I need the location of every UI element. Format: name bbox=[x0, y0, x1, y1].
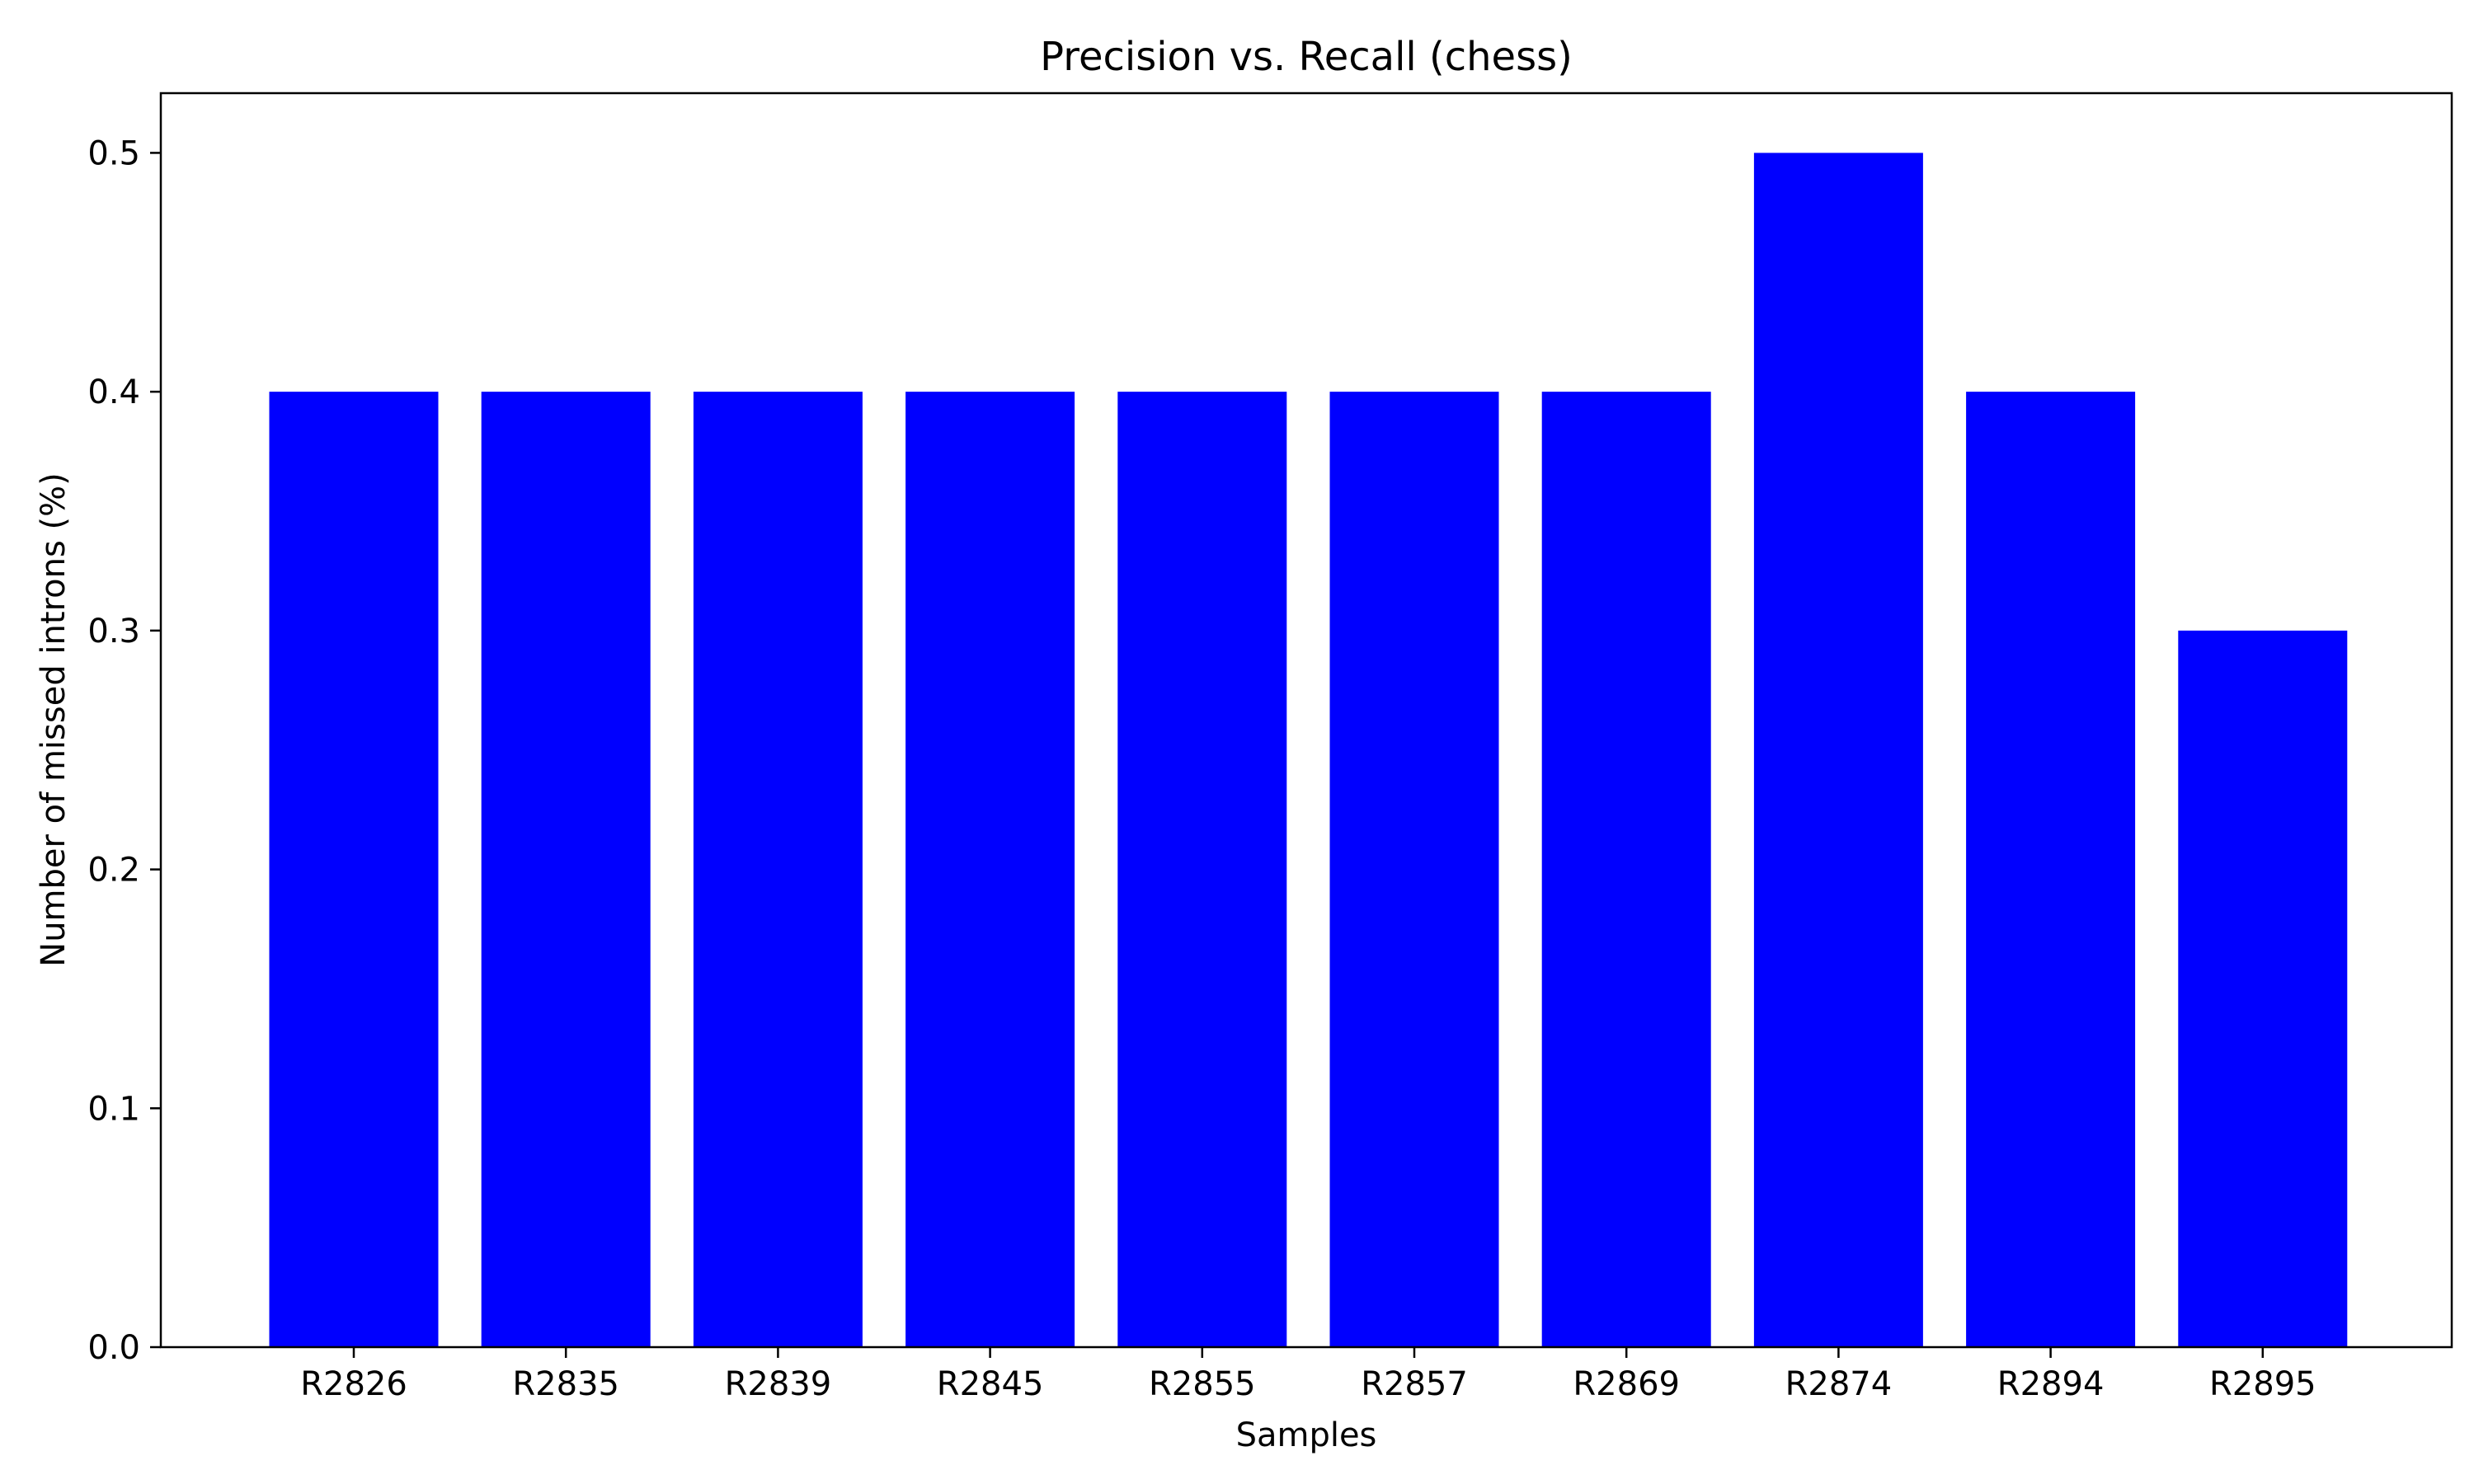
y-tick-label: 0.0 bbox=[87, 1329, 140, 1367]
x-tick-label: R2835 bbox=[512, 1365, 619, 1403]
chart-title: Precision vs. Recall (chess) bbox=[1040, 34, 1573, 80]
bar-R2826 bbox=[269, 392, 439, 1348]
bar-R2839 bbox=[693, 392, 863, 1348]
bar-R2857 bbox=[1329, 392, 1499, 1348]
bar-R2835 bbox=[481, 392, 651, 1348]
x-tick-label: R2874 bbox=[1785, 1365, 1893, 1403]
bar-R2895 bbox=[2178, 630, 2348, 1347]
y-tick-label: 0.4 bbox=[87, 373, 140, 411]
y-axis: 0.0 0.1 0.2 0.3 0.4 0.5 bbox=[87, 134, 161, 1367]
bar-R2874 bbox=[1753, 153, 1923, 1347]
y-axis-label: Number of missed introns (%) bbox=[35, 472, 73, 966]
plot-frame bbox=[159, 92, 2453, 1349]
x-tick-label: R2845 bbox=[937, 1365, 1044, 1403]
y-tick-label: 0.3 bbox=[87, 613, 140, 650]
x-tick-label: R2857 bbox=[1361, 1365, 1468, 1403]
y-tick-label: 0.1 bbox=[87, 1090, 140, 1128]
bar-R2855 bbox=[1117, 392, 1287, 1348]
x-tick-label: R2869 bbox=[1573, 1365, 1680, 1403]
bar-R2894 bbox=[1966, 392, 2136, 1348]
x-axis-label: Samples bbox=[1236, 1416, 1377, 1454]
x-tick-label: R2894 bbox=[1997, 1365, 2105, 1403]
x-tick-label: R2895 bbox=[2209, 1365, 2316, 1403]
y-tick-label: 0.2 bbox=[87, 852, 140, 890]
bar-R2845 bbox=[905, 392, 1075, 1348]
bars-layer bbox=[269, 153, 2348, 1348]
y-tick-label: 0.5 bbox=[87, 134, 140, 172]
bar-R2869 bbox=[1541, 392, 1711, 1348]
x-tick-label: R2826 bbox=[300, 1365, 407, 1403]
x-tick-label: R2855 bbox=[1149, 1365, 1256, 1403]
x-axis: R2826 R2835 R2839 R2845 R2855 R2857 R2869 R2874… bbox=[300, 1347, 2316, 1403]
x-tick-label: R2839 bbox=[725, 1365, 832, 1403]
